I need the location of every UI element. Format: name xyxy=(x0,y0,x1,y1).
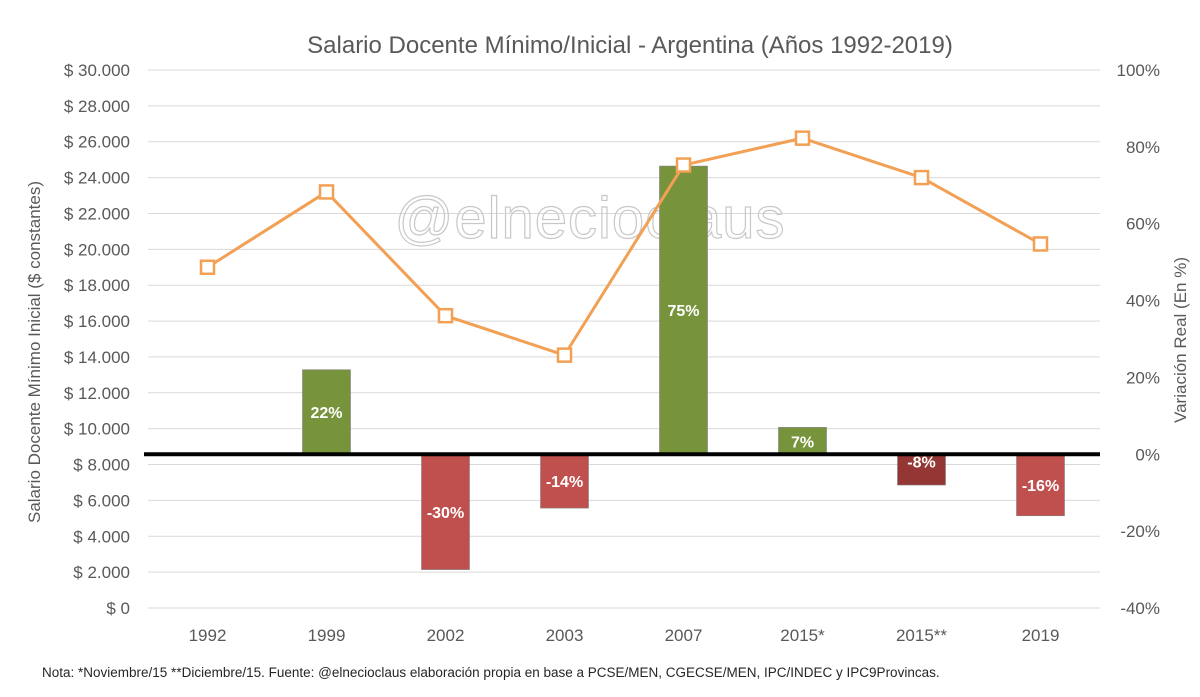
y-tick-label: $ 30.000 xyxy=(64,61,130,80)
right-axis-label: Variación Real (En %) xyxy=(1171,257,1190,423)
bar xyxy=(659,165,708,455)
x-tick-label: 2015* xyxy=(780,626,825,645)
chart-title: Salario Docente Mínimo/Inicial - Argenti… xyxy=(307,32,953,59)
x-tick-label: 2019 xyxy=(1022,626,1060,645)
y2-tick-label: 80% xyxy=(1126,138,1160,157)
line-point xyxy=(913,169,930,186)
y2-tick-label: 60% xyxy=(1126,215,1160,234)
line-point xyxy=(437,307,454,324)
y2-tick-label: 0% xyxy=(1135,445,1160,464)
y-tick-label: $ 14.000 xyxy=(64,348,130,367)
y-tick-label: $ 0 xyxy=(106,599,130,618)
y-tick-label: $ 18.000 xyxy=(64,276,130,295)
bar xyxy=(540,453,589,509)
x-tick-label: 2003 xyxy=(546,626,584,645)
y-tick-label: $ 4.000 xyxy=(73,527,130,546)
x-tick-label: 1992 xyxy=(189,626,227,645)
y-tick-label: $ 8.000 xyxy=(73,456,130,475)
gridlines xyxy=(148,69,1100,609)
watermark: @elnecioclaus xyxy=(394,186,785,251)
bar xyxy=(778,427,827,455)
right-axis-ticks: -40% -20% 0% 20% 40% 60% 80% 100% xyxy=(1117,61,1160,618)
bar xyxy=(302,369,351,455)
line-point xyxy=(556,347,573,363)
y2-tick-label: 20% xyxy=(1126,368,1160,387)
y-tick-label: $ 10.000 xyxy=(64,420,130,439)
line-point xyxy=(794,130,811,146)
y-tick-label: $ 22.000 xyxy=(64,204,130,223)
y2-tick-label: -20% xyxy=(1120,522,1160,541)
left-axis-label: Salario Docente Mínimo Inicial ($ consta… xyxy=(25,181,44,523)
line-point xyxy=(318,184,335,200)
line-series xyxy=(199,130,1049,363)
line-point xyxy=(675,157,692,173)
bar-value-label: 75% xyxy=(667,303,699,320)
bar-value-label: 7% xyxy=(791,434,814,451)
y-tick-label: $ 2.000 xyxy=(73,563,130,582)
bar xyxy=(897,453,946,486)
line-point xyxy=(199,259,216,276)
y-tick-label: $ 28.000 xyxy=(64,97,130,116)
x-tick-label: 2007 xyxy=(665,626,703,645)
x-tick-label: 2015** xyxy=(896,626,947,645)
x-tick-label: 1999 xyxy=(308,626,346,645)
y2-tick-label: -40% xyxy=(1120,599,1160,618)
category-axis-ticks: 1992 1999 2002 2003 2007 2015* 2015** 2019 xyxy=(189,626,1060,645)
y2-tick-label: 100% xyxy=(1117,61,1160,80)
y-tick-label: $ 6.000 xyxy=(73,491,130,510)
bar xyxy=(1016,453,1065,517)
footnote: Nota: *Noviembre/15 **Diciembre/15. Fuen… xyxy=(42,665,940,680)
y-tick-label: $ 26.000 xyxy=(64,133,130,152)
y-tick-label: $ 16.000 xyxy=(64,312,130,331)
bar-value-label: 22% xyxy=(310,405,342,422)
y-tick-label: $ 24.000 xyxy=(64,169,130,188)
bar xyxy=(421,453,470,570)
bar-labels: 22% -30% -14% 75% 7% -8% -16% xyxy=(310,303,1059,522)
y-tick-label: $ 20.000 xyxy=(64,240,130,259)
line-path xyxy=(206,136,1042,357)
bar-value-label: -14% xyxy=(546,474,583,491)
y2-tick-label: 40% xyxy=(1126,292,1160,311)
bar-value-label: -8% xyxy=(907,454,935,471)
left-axis-ticks: $ 0 $ 2.000 $ 4.000 $ 6.000 $ 8.000 $ 10.000 $… xyxy=(64,61,130,618)
bar-value-label: -30% xyxy=(427,505,464,522)
y-tick-label: $ 12.000 xyxy=(64,384,130,403)
bar-value-label: -16% xyxy=(1022,478,1059,495)
bar-series xyxy=(302,165,1065,570)
line-point xyxy=(1032,236,1049,252)
x-tick-label: 2002 xyxy=(427,626,465,645)
